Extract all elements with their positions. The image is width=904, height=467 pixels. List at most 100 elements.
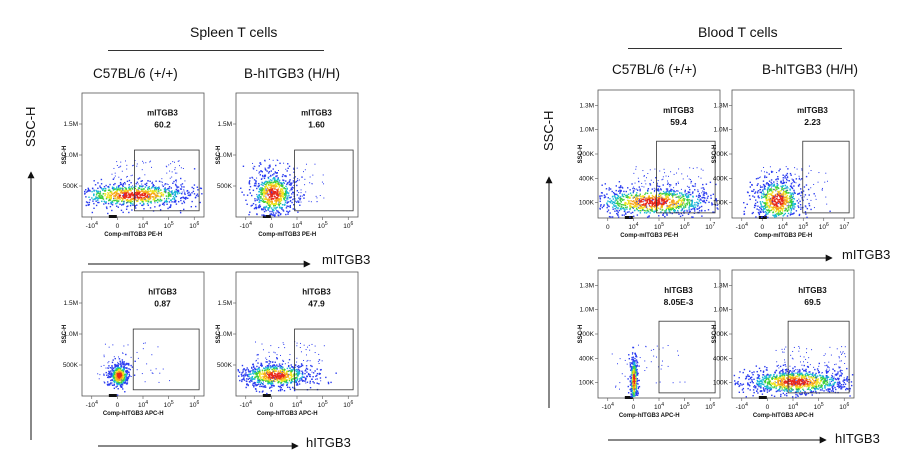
scatter-point [781,212,784,215]
scatter-point [664,194,667,196]
scatter-point [103,186,106,188]
scatter-point [120,379,122,381]
scatter-point [252,189,255,192]
scatter-point [157,195,160,198]
scatter-point [771,207,773,209]
scatter-point [120,365,123,367]
scatter-point [653,189,656,192]
scatter-point [252,372,254,374]
scatter-point [170,163,172,165]
scatter-point [306,360,308,362]
scatter-point [277,389,280,392]
scatter-point [300,377,302,379]
scatter-point [274,179,276,181]
scatter-point [299,198,301,200]
scatter-point [255,360,257,362]
scatter-point [771,197,773,199]
scatter-point [248,377,251,379]
scatter-point [138,187,141,190]
scatter-point [274,181,277,184]
scatter-point [157,187,159,190]
scatter-point [265,361,267,363]
scatter-point [633,209,636,212]
scatter-point [771,208,773,211]
scatter-point [790,183,793,185]
scatter-point [253,179,256,181]
scatter-point [805,206,807,208]
scatter-point [289,200,292,202]
scatter-point [684,198,686,200]
scatter-point [274,374,277,377]
scatter-point [246,374,248,376]
scatter-point [651,204,654,206]
scatter-point [130,175,132,177]
y-tick-label: 1.3M [714,102,728,109]
scatter-point [102,193,104,195]
scatter-point [781,199,784,201]
scatter-point [615,197,617,199]
scatter-point [284,368,286,371]
scatter-point [790,174,792,176]
scatter-point [702,196,704,199]
scatter-point [119,377,121,380]
scatter-point [87,190,89,193]
scatter-point [794,167,796,169]
scatter-point [280,199,282,201]
scatter-point [688,178,690,180]
scatter-point [758,212,760,214]
scatter-point [123,202,125,204]
scatter-point [279,388,282,391]
scatter-point [118,368,121,371]
scatter-point [276,189,279,192]
scatter-point [117,363,120,365]
scatter-point [647,202,650,205]
scatter-point [807,188,810,191]
x-tick-label: -104 [86,221,98,230]
scatter-point [155,195,157,197]
scatter-point [282,374,284,376]
scatter-point [622,195,625,198]
scatter-point [665,197,668,200]
scatter-point [149,193,151,196]
scatter-point [638,206,640,209]
scatter-point [116,161,118,163]
scatter-point [257,196,260,199]
scatter-point [113,375,115,378]
scatter-point [157,198,159,201]
scatter-point [616,200,619,203]
scatter-point [674,202,676,204]
scatter-point [703,192,705,195]
scatter-point [639,212,642,214]
scatter-point [299,346,301,348]
scatter-point [101,195,104,198]
scatter-point [113,384,115,387]
scatter-point [623,198,625,201]
scatter-point [643,175,645,177]
x-tick-label: 107 [839,222,849,231]
scatter-point [119,198,121,201]
scatter-point [283,198,285,201]
scatter-point [284,194,286,196]
scatter-point [633,190,635,192]
scatter-point [128,184,130,186]
scatter-point [261,190,264,192]
scatter-point [665,198,667,200]
scatter-point [654,201,657,204]
scatter-point [122,363,124,365]
scatter-point [766,193,768,195]
scatter-point [763,202,766,205]
scatter-point [245,199,247,202]
scatter-point [98,201,100,204]
scatter-point [282,370,284,372]
scatter-point [291,370,294,372]
scatter-point [288,210,291,212]
scatter-point [126,192,128,194]
scatter-point [295,368,298,371]
scatter-point [144,183,146,186]
scatter-point [277,380,280,383]
scatter-point [128,192,130,195]
scatter-point [114,374,116,377]
scatter-point [692,205,694,208]
scatter-point [785,207,787,209]
scatter-point [672,207,674,210]
